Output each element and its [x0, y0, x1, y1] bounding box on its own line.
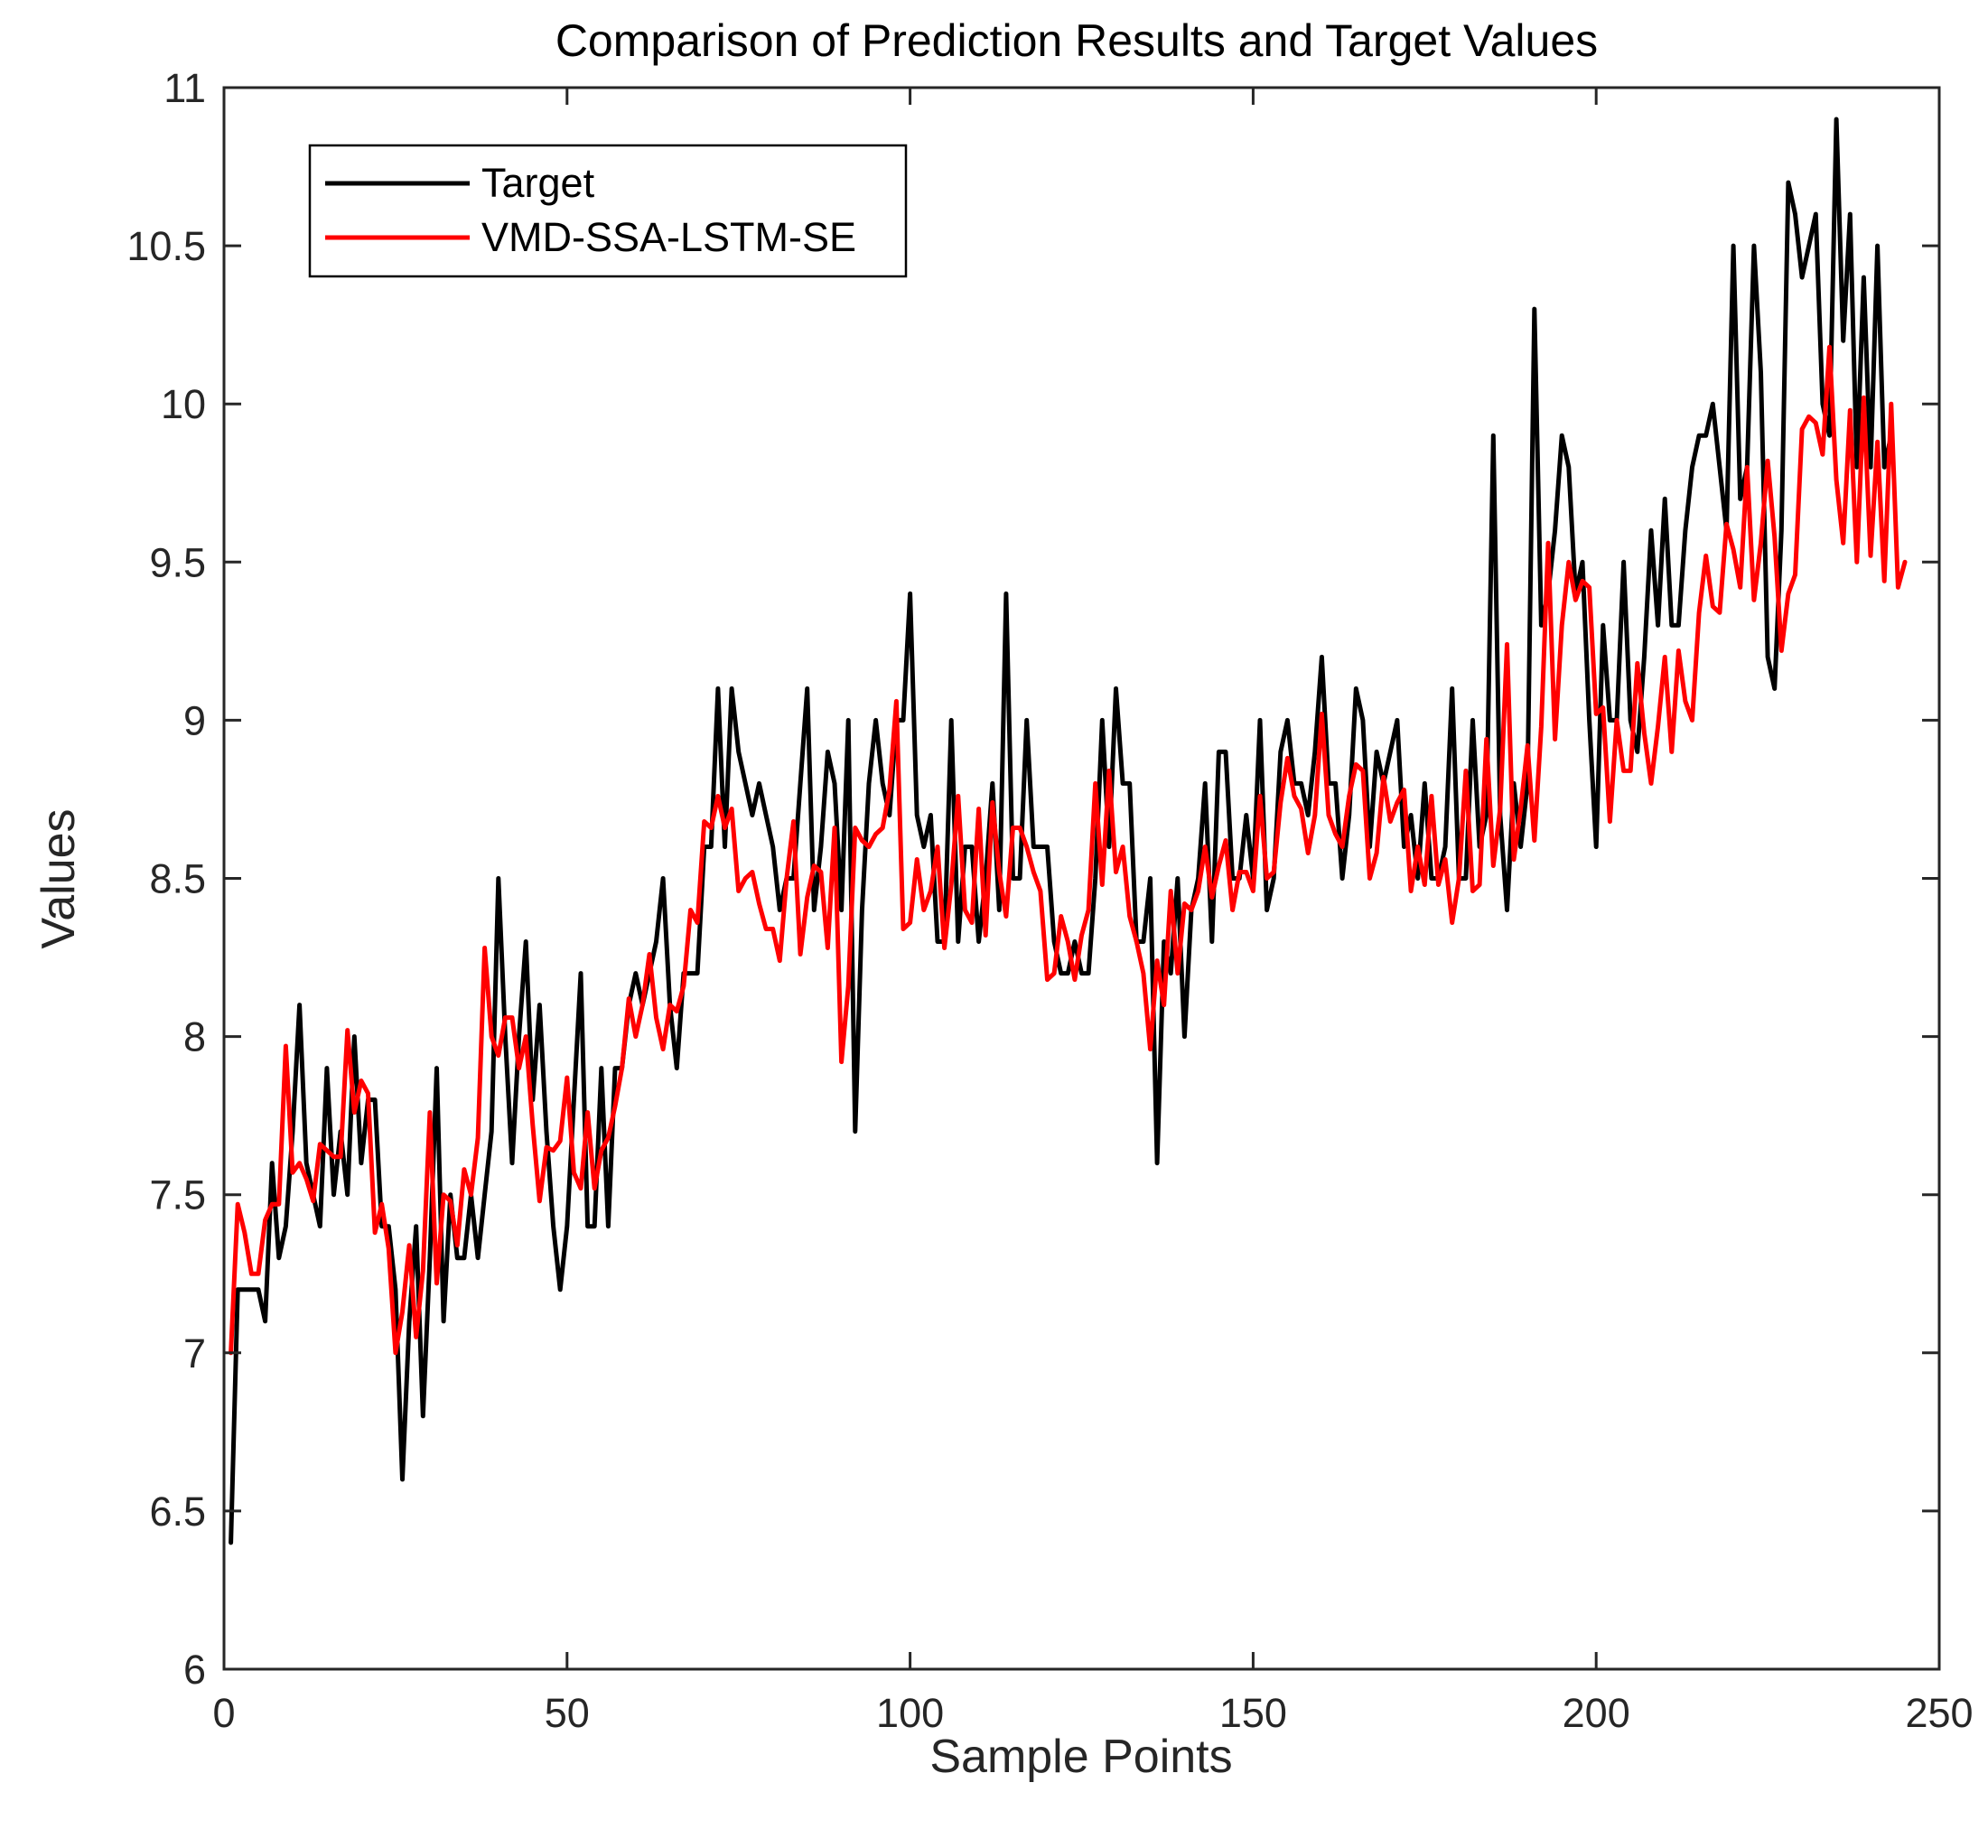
axis-ticks: 0 50 100 150 200 250 6 6.5 7 7.5 8 8.5 9 9.5 10 10.5 11 [126, 65, 1973, 1736]
series-layer [229, 117, 1908, 1545]
y-tick-label: 9 [183, 697, 206, 743]
y-tick-label: 10.5 [126, 223, 206, 269]
legend-label-prediction: VMD-SSA-LSTM-SE [481, 214, 856, 260]
x-tick-label: 50 [545, 1690, 590, 1736]
x-tick-label: 250 [1905, 1690, 1973, 1736]
y-tick-label: 8.5 [149, 856, 206, 902]
y-tick-label: 6.5 [149, 1489, 206, 1535]
y-axis-label: Values [33, 808, 85, 948]
y-tick-label: 9.5 [149, 539, 206, 585]
y-tick-label: 10 [161, 381, 206, 427]
y-tick-label: 7.5 [149, 1172, 206, 1218]
x-tick-label: 0 [212, 1690, 235, 1736]
legend: Target VMD-SSA-LSTM-SE [308, 144, 908, 278]
x-tick-label: 200 [1563, 1690, 1630, 1736]
x-tick-label: 150 [1219, 1690, 1287, 1736]
legend-box [308, 144, 908, 278]
y-tick-label: 8 [183, 1014, 206, 1060]
x-tick-label: 100 [876, 1690, 944, 1736]
y-tick-label: 6 [183, 1647, 206, 1693]
y-tick-label: 7 [183, 1330, 206, 1377]
chart-title: Comparison of Prediction Results and Tar… [555, 15, 1598, 66]
y-tick-label: 11 [163, 65, 206, 111]
x-axis-label: Sample Points [929, 1731, 1232, 1783]
series-line-target [229, 117, 1894, 1545]
legend-label-target: Target [481, 160, 595, 206]
series-line-prediction [229, 344, 1908, 1356]
